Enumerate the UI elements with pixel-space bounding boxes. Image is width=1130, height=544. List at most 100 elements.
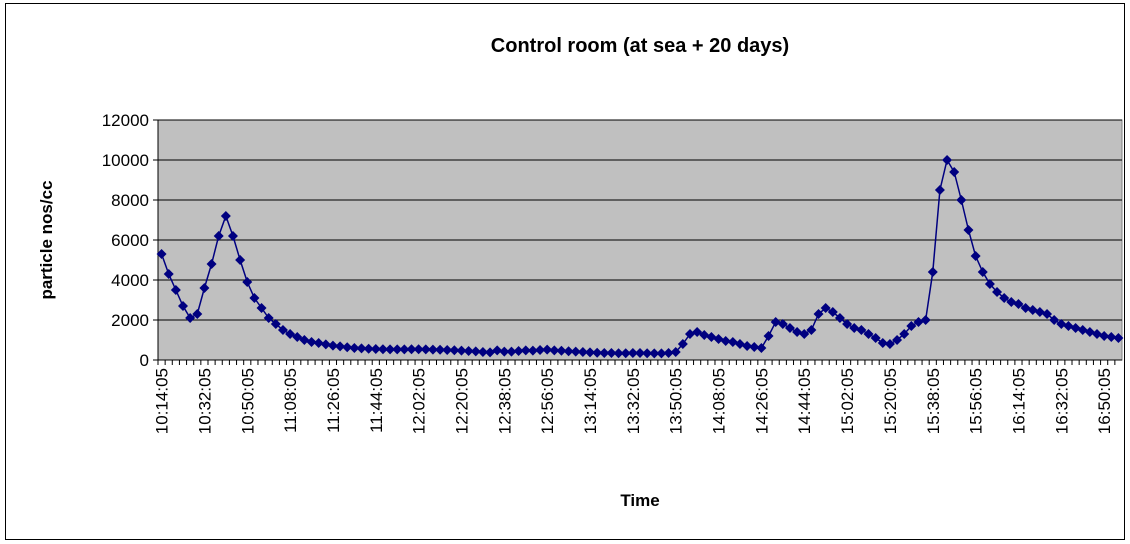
data-point [370,344,381,354]
data-point [513,346,524,356]
data-point [992,287,1003,297]
data-point [599,348,610,358]
data-point [449,345,460,356]
data-point [556,345,567,356]
x-tick-label: 14:26:05 [752,368,771,434]
data-point [677,339,688,349]
data-point [792,327,803,337]
data-point [399,344,410,355]
data-point [842,319,853,329]
data-point [799,329,810,339]
x-tick-label: 13:14:05 [581,368,600,434]
data-point [156,249,167,259]
x-tick-label: 12:56:05 [538,368,557,434]
data-point [256,303,267,313]
data-point [1006,297,1017,307]
data-point [1092,329,1103,339]
data-point [620,348,631,359]
data-point [706,332,717,342]
x-tick-label: 11:44:05 [367,368,386,433]
data-point [749,342,760,352]
data-point [506,346,517,357]
data-point [670,347,681,357]
data-point [984,279,995,289]
data-point [656,348,667,359]
data-point [406,344,417,355]
data-point [606,348,617,358]
data-point [642,348,653,359]
data-point [213,231,224,241]
data-point [635,348,645,358]
x-tick-label: 13:50:05 [667,368,686,434]
y-tick-label: 0 [140,351,149,370]
data-point [856,325,867,335]
data-point [734,339,745,349]
data-point [520,345,531,356]
data-point [1027,305,1038,315]
data-point [363,343,374,354]
data-point [820,303,831,313]
data-point [413,344,424,355]
y-tick-label: 4000 [111,271,149,290]
data-point [970,251,981,261]
data-point [377,344,388,355]
data-point [870,333,881,343]
data-point [463,346,474,356]
data-point [199,283,210,293]
data-point [163,269,174,279]
data-point [742,341,753,351]
data-point [999,293,1010,303]
y-axis-label: particle nos/cc [37,180,56,299]
data-point [235,255,246,265]
data-point [763,331,774,341]
data-point [1013,299,1024,309]
data-point [499,346,510,357]
data-point [192,309,203,319]
data-point [170,285,181,295]
data-point [913,317,924,327]
x-tick-label: 16:32:05 [1052,368,1071,434]
data-point [692,327,703,337]
data-point [577,347,588,357]
data-point [1020,303,1031,313]
chart-title: Control room (at sea + 20 days) [491,35,789,57]
data-point [470,346,481,357]
data-point [342,342,353,353]
x-tick-label: 13:32:05 [624,368,643,434]
data-point [1042,309,1053,319]
data-point [863,329,874,339]
data-point [663,348,674,358]
x-tick-label: 16:50:05 [1095,368,1114,434]
data-point [306,337,317,347]
data-point [920,315,931,325]
data-point [1099,331,1110,341]
x-tick-label: 14:44:05 [795,368,814,434]
x-axis-label: Time [620,491,659,510]
data-point [320,339,331,350]
data-point [713,334,724,344]
x-tick-label: 15:20:05 [881,368,900,434]
data-point [285,329,296,339]
data-point [270,319,281,329]
data-point [884,339,895,349]
data-point [492,345,503,356]
data-point [177,301,188,311]
data-point [527,345,538,356]
data-point [927,267,938,277]
x-tick-label: 10:50:05 [238,368,257,434]
data-point [592,347,603,358]
data-point [849,323,860,333]
x-tick-label: 11:08:05 [281,368,300,433]
data-point [1049,315,1060,325]
data-point [327,340,338,351]
data-point [777,319,788,329]
data-point [906,321,917,331]
x-tick-label: 14:08:05 [710,368,729,434]
data-point [456,345,467,356]
data-point [684,329,695,339]
data-point [292,332,303,342]
data-point [185,313,196,323]
data-point [477,347,488,357]
y-tick-label: 8000 [111,191,149,210]
